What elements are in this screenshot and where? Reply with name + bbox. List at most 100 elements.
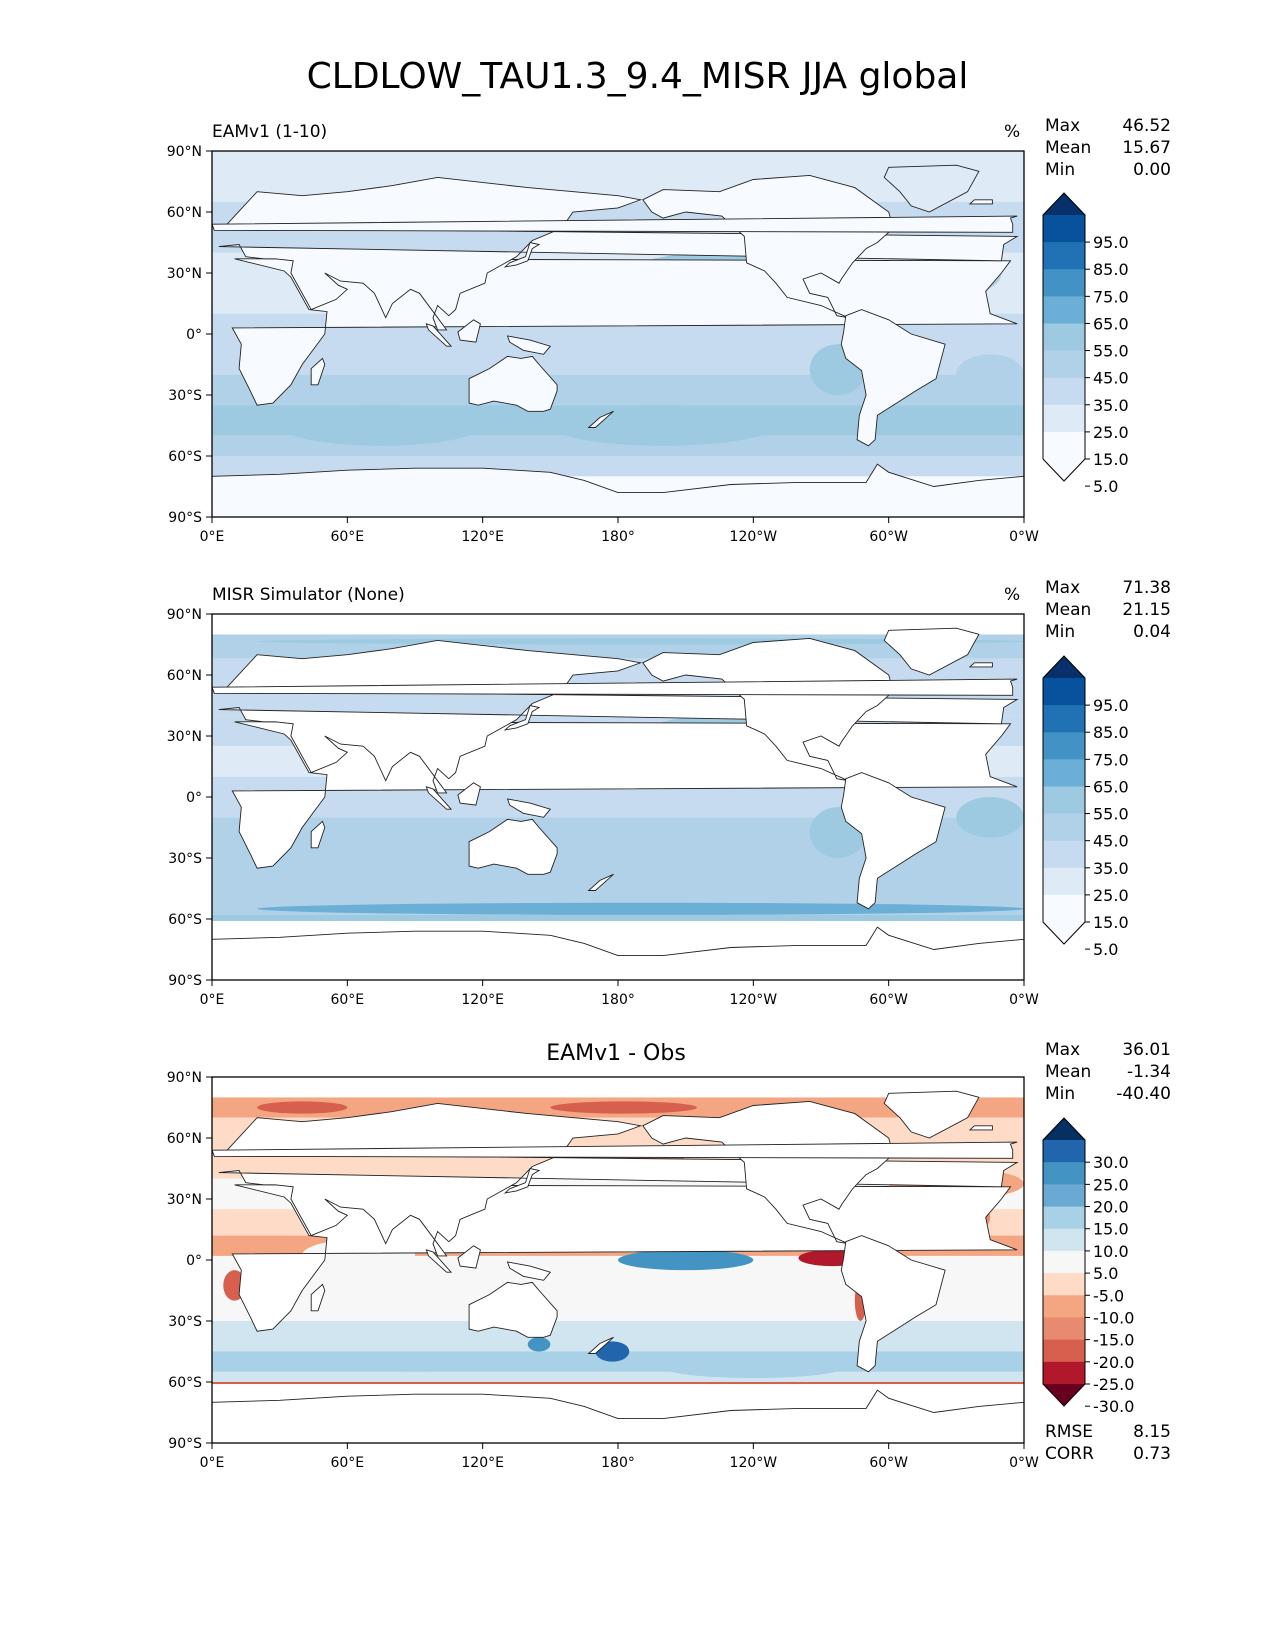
y-tick-label: 30°N [167, 729, 202, 745]
sumatra-coastline [425, 323, 453, 347]
map-panel-1 [212, 151, 1024, 517]
japan-coastline [503, 704, 541, 731]
y-tick-label: 90°S [168, 1436, 202, 1452]
colorbar-segment [1043, 1361, 1085, 1385]
colorbar-segment [1043, 867, 1085, 896]
colorbar-extend-top [1043, 193, 1085, 215]
colorbar-tick-label: 35.0 [1093, 396, 1129, 415]
no-data-north [212, 1077, 1024, 1098]
colorbar-tick-label: 85.0 [1093, 723, 1129, 742]
madagascar-coastline [310, 820, 326, 849]
colorbar-tick-label: 5.0 [1093, 940, 1118, 959]
y-tick-label: 90°N [167, 144, 202, 160]
metric-row: RMSE 8.15 [1045, 1422, 1171, 1444]
colorbar-segment [1043, 1273, 1085, 1296]
y-tick-label: 90°N [167, 607, 202, 623]
metric-row: CORR 0.73 [1045, 1444, 1171, 1466]
stat-key: Max [1045, 578, 1081, 598]
stat-value: 21.15 [1122, 600, 1171, 620]
colorbar-segment [1043, 1317, 1085, 1341]
y-tick-label: 30°S [168, 388, 202, 404]
y-tick-label: 60°N [167, 1131, 202, 1147]
y-tick-label: 90°N [167, 1070, 202, 1086]
madagascar-coastline [310, 357, 326, 386]
colorbar-tick-label: 20.0 [1093, 1198, 1129, 1217]
y-tick-label: 90°S [168, 510, 202, 526]
x-tick-label: 0°E [200, 529, 225, 545]
field-blob [550, 1101, 697, 1114]
south-america-coastline [840, 1235, 946, 1373]
stat-value: 46.52 [1122, 116, 1171, 136]
figure-title: CLDLOW_TAU1.3_9.4_MISR JJA global [306, 56, 969, 97]
colorbar-tick-label: 45.0 [1093, 832, 1129, 851]
colorbar-segment [1043, 242, 1085, 270]
x-tick-label: 180° [601, 1455, 635, 1471]
colorbar-segment [1043, 813, 1085, 842]
colorbar-tick-label: 55.0 [1093, 342, 1129, 361]
x-tick-label: 120°E [461, 529, 504, 545]
stat-row: Max 36.01 [1045, 1040, 1171, 1062]
stat-value: 36.01 [1122, 1040, 1171, 1060]
field-band [212, 914, 1024, 922]
madagascar-coastline [310, 1283, 326, 1312]
stat-key: Min [1045, 1084, 1076, 1104]
colorbar-tick-label: 5.0 [1093, 477, 1118, 496]
panel-2-units: % [1004, 585, 1021, 605]
colorbar-segment [1043, 1295, 1085, 1318]
greenland-coastline [883, 164, 980, 213]
colorbar-segment [1043, 269, 1085, 297]
new-zealand-coastline [587, 873, 614, 891]
field-blob [956, 797, 1024, 838]
stat-key: Max [1045, 116, 1081, 136]
antarctica-coastline [212, 1389, 1024, 1443]
x-tick-label: 60°W [869, 1455, 908, 1471]
stat-row: Mean 15.67 [1045, 138, 1171, 160]
x-tick-label: 60°W [869, 529, 908, 545]
new-guinea-coastline [506, 1261, 552, 1281]
x-tick-label: 60°W [869, 992, 908, 1008]
metric-value: 8.15 [1133, 1422, 1171, 1442]
colorbar-extend-bottom [1043, 1384, 1085, 1406]
colorbar-segment [1043, 1162, 1085, 1185]
iceland-coastline [968, 199, 993, 205]
colorbar-segment [1043, 350, 1085, 379]
field-blob [618, 1249, 754, 1271]
metric-value: 0.73 [1133, 1444, 1171, 1464]
colorbar-segment [1043, 377, 1085, 406]
stat-key: Mean [1045, 138, 1092, 158]
colorbar-segment [1043, 786, 1085, 815]
south-america-coastline [840, 772, 946, 910]
stat-key: Min [1045, 160, 1076, 180]
colorbar-tick-label: 55.0 [1093, 805, 1129, 824]
x-tick-label: 0°W [1009, 992, 1039, 1008]
colorbar-tick-label: 25.0 [1093, 1175, 1129, 1194]
greenland-coastline [883, 1090, 980, 1139]
colorbar-tick-label: 85.0 [1093, 260, 1129, 279]
colorbar-segment [1043, 1184, 1085, 1208]
stat-row: Mean -1.34 [1045, 1062, 1171, 1084]
colorbar-extend-top [1043, 1118, 1085, 1140]
y-tick-label: 60°N [167, 668, 202, 684]
stat-value: -1.34 [1127, 1062, 1171, 1082]
colorbar-extend-bottom [1043, 922, 1085, 944]
new-guinea-coastline [506, 798, 552, 818]
colorbar-tick-label: 65.0 [1093, 314, 1129, 333]
colorbar-segment [1043, 1140, 1085, 1163]
y-tick-label: 60°S [168, 449, 202, 465]
stat-value: -40.40 [1116, 1084, 1171, 1104]
colorbar-tick-label: -20.0 [1093, 1353, 1134, 1372]
uk-coastline [212, 215, 1018, 233]
panel-2-label: MISR Simulator (None) [212, 585, 405, 605]
colorbar-tick-label: -5.0 [1093, 1286, 1124, 1305]
north-america-coastline [642, 1100, 894, 1245]
x-tick-label: 0°E [200, 1455, 225, 1471]
panel-3-label: EAMv1 - Obs [546, 1041, 686, 1066]
field-blob [279, 405, 483, 446]
x-tick-label: 60°E [330, 992, 364, 1008]
japan-coastline [503, 241, 541, 268]
uk-coastline [212, 678, 1018, 696]
map-panel-2 [212, 614, 1024, 980]
colorbar-tick-label: 65.0 [1093, 777, 1129, 796]
iceland-coastline [968, 662, 993, 668]
